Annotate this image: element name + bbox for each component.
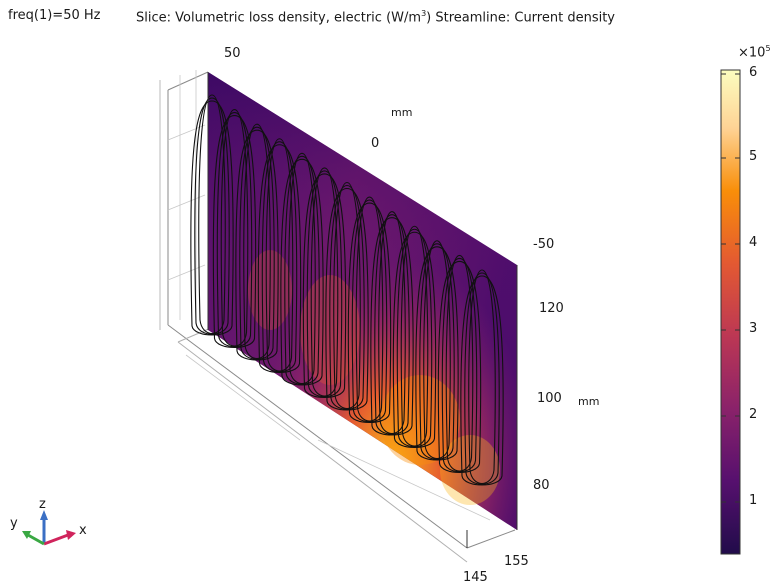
- right-tick-2: 100: [537, 391, 562, 406]
- streamline-loop: [216, 112, 253, 348]
- colorbar-scale-exp: 5: [765, 44, 771, 53]
- streamline-loop: [419, 243, 455, 460]
- streamline-loop: [445, 254, 474, 472]
- streamline-loop: [310, 167, 339, 397]
- streamline-loop: [460, 275, 504, 486]
- x-axis-arrow: [43, 533, 69, 546]
- streamline-loop: [198, 94, 226, 335]
- right-tick-1: 120: [539, 301, 564, 316]
- streamlines: [190, 94, 504, 486]
- colorbar-tick-6: 6: [749, 65, 758, 80]
- streamline-loop: [325, 187, 369, 411]
- streamline-loop: [302, 173, 347, 399]
- streamline-loop: [400, 225, 429, 447]
- colorbar-tick-3: 3: [749, 321, 758, 336]
- streamline-loop: [355, 196, 384, 422]
- colorbar-scale-base: ×10: [738, 45, 766, 61]
- top-tick-2: 0: [371, 136, 380, 151]
- colorbar-tick-2: 2: [749, 407, 758, 422]
- streamline-loop: [374, 214, 410, 435]
- streamline-loop: [468, 269, 496, 485]
- streamline-loop: [329, 184, 365, 410]
- streamline-loop: [239, 126, 275, 360]
- bottom-tick-2: 145: [463, 570, 488, 585]
- streamline-loop: [464, 272, 500, 485]
- right-tick-3: 80: [533, 478, 550, 493]
- top-axis-unit: mm: [391, 106, 413, 119]
- streamline-loop: [347, 202, 392, 424]
- streamline-loop: [243, 123, 271, 360]
- colorbar-tick-1: 1: [749, 493, 758, 508]
- streamline-loop: [284, 155, 320, 385]
- y-axis-arrow: [27, 533, 45, 546]
- title-exponent: 3: [421, 9, 427, 18]
- streamline-loop: [370, 217, 414, 436]
- x-arrow-head: [66, 530, 76, 540]
- axis-triad: [22, 510, 76, 546]
- y-arrow-head: [22, 531, 31, 539]
- colorbar: [720, 69, 741, 555]
- streamline-loop: [396, 228, 433, 448]
- streamline-loop: [190, 100, 234, 336]
- streamline-loop: [351, 199, 388, 423]
- streamline-loop: [288, 152, 316, 385]
- triad-x-label: x: [79, 523, 87, 538]
- colorbar-tick-5: 5: [749, 149, 758, 164]
- streamline-loop: [415, 246, 459, 461]
- streamline-loop: [333, 181, 361, 410]
- colorbar-scale-label: ×105: [738, 44, 771, 60]
- grid-lines: [167, 70, 491, 521]
- bottom-tick-1: 155: [504, 554, 529, 569]
- colorbar-tick-4: 4: [749, 235, 758, 250]
- right-axis-unit: mm: [578, 395, 600, 408]
- plot-title: Slice: Volumetric loss density, electric…: [136, 9, 615, 25]
- streamline-loop: [437, 260, 482, 474]
- streamline-loop: [306, 170, 343, 398]
- title-suffix: ) Streamline: Current density: [426, 10, 615, 26]
- streamline-loop: [265, 138, 294, 372]
- front-frame: [207, 72, 518, 548]
- streamline-loop: [212, 115, 257, 349]
- title-prefix: Slice: Volumetric loss density, electric…: [136, 10, 422, 26]
- streamline-loop: [194, 97, 230, 335]
- top-tick-1: 50: [224, 46, 241, 61]
- streamline-loop: [378, 211, 406, 435]
- top-tick-3: -50: [533, 237, 555, 252]
- streamline-loop: [235, 129, 279, 361]
- streamline-loop: [423, 240, 451, 460]
- z-arrow-head: [40, 510, 48, 520]
- streamline-loop: [280, 158, 324, 386]
- triad-y-label: y: [10, 516, 18, 531]
- frequency-label: freq(1)=50 Hz: [8, 8, 101, 23]
- streamline-loop: [257, 144, 302, 374]
- streamline-loop: [261, 141, 298, 373]
- streamline-loop: [441, 257, 478, 473]
- colorbar-ticks: [721, 73, 740, 503]
- streamline-loop: [220, 109, 249, 347]
- triad-z-label: z: [39, 497, 46, 512]
- streamline-loop: [392, 231, 437, 449]
